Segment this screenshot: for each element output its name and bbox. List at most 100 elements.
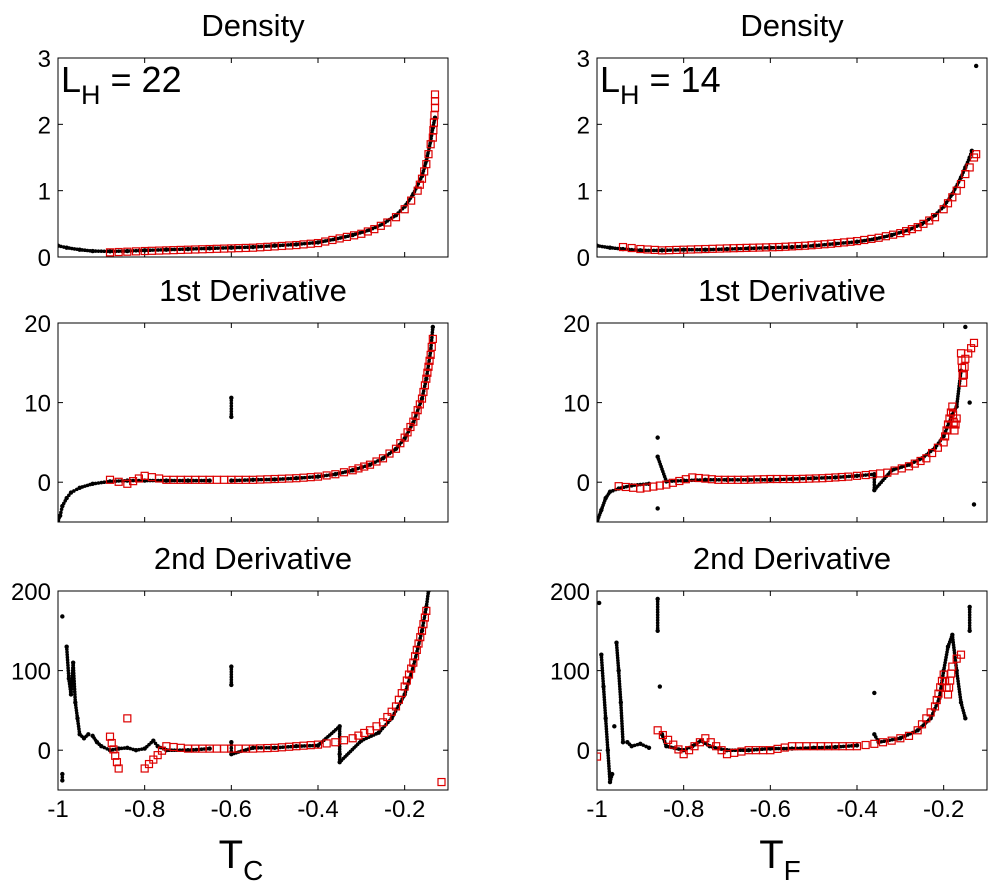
data-square <box>597 752 602 761</box>
curve-dot <box>310 475 315 479</box>
curve-dot <box>601 687 606 691</box>
curve-dot <box>289 476 293 481</box>
curve-dot <box>717 247 721 252</box>
y-tick-label: 200 <box>11 579 51 606</box>
y-tick-label: 2 <box>577 112 590 139</box>
data-square <box>913 726 922 735</box>
data-point <box>973 63 979 69</box>
curve-dot <box>302 744 307 748</box>
data-point <box>272 477 277 482</box>
curve-dot <box>849 240 854 245</box>
data-square <box>939 438 948 447</box>
data-point <box>229 478 234 483</box>
curve-dot <box>96 249 101 253</box>
curve-dot <box>749 478 754 482</box>
data-point <box>294 476 299 481</box>
curve-dot <box>655 605 660 609</box>
curve-square <box>402 676 411 685</box>
data-square <box>391 213 401 222</box>
curve-dot <box>776 245 781 250</box>
curve-square <box>674 745 683 754</box>
curve-dot <box>337 727 342 731</box>
data-point <box>724 246 730 252</box>
curve-dot <box>286 243 291 247</box>
curve-dot <box>93 481 98 486</box>
curve-dot <box>430 335 434 340</box>
data-point <box>60 778 65 783</box>
curve-dot <box>337 755 342 759</box>
data-point <box>597 600 602 606</box>
y-tick-label: 100 <box>11 659 51 686</box>
curve-dot <box>613 246 617 251</box>
data-point <box>681 247 686 252</box>
curve-dot <box>256 244 261 249</box>
curve-dot <box>169 247 174 252</box>
curve-dot <box>215 246 220 250</box>
curve-dot <box>72 679 76 684</box>
curve-dot <box>234 245 239 250</box>
curve-dot <box>159 248 163 252</box>
curve-square <box>427 342 436 351</box>
curve-square <box>933 443 942 452</box>
curve-dot <box>65 652 70 657</box>
y-tick-label: 0 <box>577 738 590 765</box>
curve-dot <box>72 682 77 686</box>
curve-dot <box>430 330 435 335</box>
y-tick-label: 200 <box>550 579 590 606</box>
data-square <box>939 205 948 214</box>
data-square <box>904 462 914 471</box>
curve-dot <box>617 674 621 678</box>
curve-square <box>383 712 392 722</box>
curve-dot <box>944 652 949 657</box>
curve-dot <box>194 747 198 752</box>
curve-square <box>928 448 937 458</box>
data-point <box>142 248 147 253</box>
curve-square <box>144 759 154 769</box>
data-square <box>956 650 966 659</box>
curve-dot <box>65 655 70 660</box>
curve-dot <box>172 247 177 252</box>
y-tick-label: 20 <box>24 311 51 338</box>
data-point <box>185 748 191 753</box>
curve-dot <box>618 690 622 694</box>
data-square <box>378 454 388 463</box>
series-red <box>597 650 966 761</box>
data-point <box>250 477 256 483</box>
curve-dot <box>259 746 263 750</box>
curve-dot <box>620 721 624 726</box>
curve-dot <box>838 475 843 479</box>
curve-dot <box>229 675 234 679</box>
curve-dot <box>784 746 789 751</box>
curve-square <box>416 633 425 642</box>
curve-square <box>907 225 916 234</box>
curve-dot <box>429 136 433 141</box>
curve-dot <box>286 476 291 481</box>
curve-dot <box>119 746 124 751</box>
curve-dot <box>806 476 811 481</box>
x-tick-label: -0.8 <box>663 796 704 823</box>
curve-square <box>916 456 925 466</box>
data-point <box>185 246 191 252</box>
x-axis-label: TC <box>219 833 264 885</box>
data-square <box>426 350 435 359</box>
data-square <box>378 718 388 727</box>
curve-square <box>406 422 415 432</box>
curve-dot <box>782 746 786 751</box>
curve-square <box>396 439 405 448</box>
curve-dot <box>617 679 622 684</box>
curve-square <box>212 475 221 484</box>
curve-dot <box>872 483 877 487</box>
curve-dot <box>620 735 625 739</box>
curve-dot <box>641 743 646 747</box>
curve-dot <box>795 244 800 249</box>
curve-dot <box>178 478 182 483</box>
curve-dot <box>180 478 185 483</box>
data-point <box>68 490 74 495</box>
curve-dot <box>773 746 778 751</box>
data-point <box>70 660 76 665</box>
data-point <box>599 652 604 657</box>
curve-dot <box>229 401 234 406</box>
curve-dot <box>245 245 250 250</box>
data-point <box>125 745 130 751</box>
series-black <box>597 596 972 785</box>
